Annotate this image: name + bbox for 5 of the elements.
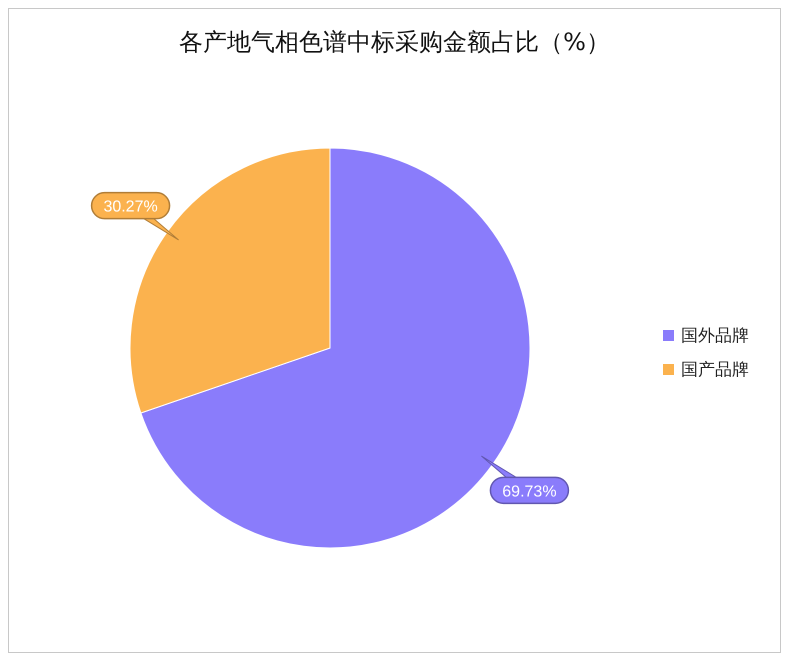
legend-label: 国外品牌 (681, 326, 749, 346)
legend-label: 国产品牌 (681, 360, 749, 380)
data-label: 30.27% (103, 198, 158, 216)
chart-title: 各产地气相色谱中标采购金额占比（%） (179, 28, 610, 56)
data-label: 69.73% (502, 483, 557, 500)
